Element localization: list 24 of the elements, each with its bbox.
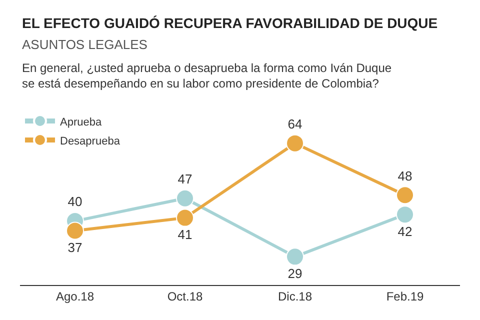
data-label: 48 <box>398 168 412 184</box>
point <box>396 186 414 204</box>
legend-label: Aprueba <box>60 116 102 128</box>
data-label: 29 <box>288 266 302 282</box>
data-label: 64 <box>288 116 302 132</box>
x-tick-label: Dic.18 <box>278 289 312 304</box>
data-label: 40 <box>68 194 82 210</box>
legend-label: Desaprueba <box>60 135 121 148</box>
x-tick-label: Feb.19 <box>386 289 424 304</box>
x-tick-label: Ago.18 <box>56 289 94 304</box>
point <box>286 134 304 152</box>
point <box>286 248 304 266</box>
chart-subtitle: ASUNTOS LEGALES <box>22 37 148 52</box>
data-label: 37 <box>68 240 82 256</box>
data-label: 47 <box>178 172 192 187</box>
point <box>396 206 414 224</box>
x-tick-label: Oct.18 <box>167 289 203 304</box>
point <box>176 189 194 208</box>
data-label: 41 <box>178 227 192 242</box>
point <box>66 222 84 240</box>
chart-title: EL EFECTO GUAIDÓ RECUPERA FAVORABILIDAD DE DUQUE <box>22 15 438 31</box>
text: En general, ¿usted aprueba o desaprueba la forma como Iván Duque se está desempeñando en su labor como presidente de Colombia? <box>22 61 392 91</box>
data-label: 42 <box>398 224 412 239</box>
point <box>176 208 194 227</box>
